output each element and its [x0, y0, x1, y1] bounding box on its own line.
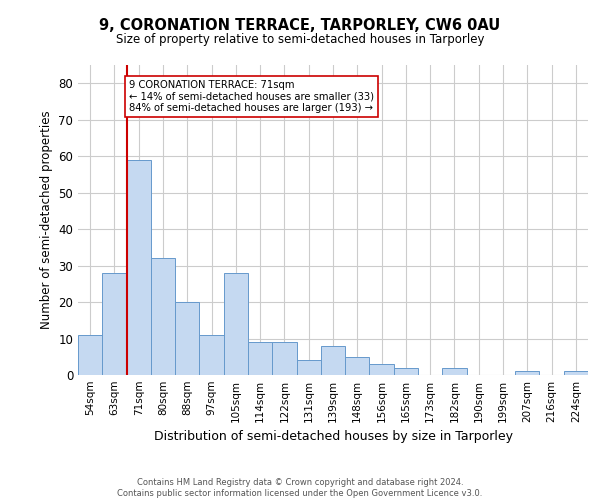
- Bar: [224, 273, 248, 375]
- Text: 9 CORONATION TERRACE: 71sqm
← 14% of semi-detached houses are smaller (33)
84% o: 9 CORONATION TERRACE: 71sqm ← 14% of sem…: [129, 80, 374, 113]
- Bar: [394, 368, 418, 375]
- Bar: [102, 273, 127, 375]
- Text: Contains HM Land Registry data © Crown copyright and database right 2024.
Contai: Contains HM Land Registry data © Crown c…: [118, 478, 482, 498]
- Bar: [564, 372, 588, 375]
- Bar: [175, 302, 199, 375]
- Bar: [272, 342, 296, 375]
- Y-axis label: Number of semi-detached properties: Number of semi-detached properties: [40, 110, 53, 330]
- Bar: [345, 357, 370, 375]
- Text: 9, CORONATION TERRACE, TARPORLEY, CW6 0AU: 9, CORONATION TERRACE, TARPORLEY, CW6 0A…: [100, 18, 500, 32]
- Bar: [296, 360, 321, 375]
- X-axis label: Distribution of semi-detached houses by size in Tarporley: Distribution of semi-detached houses by …: [154, 430, 512, 444]
- Bar: [199, 335, 224, 375]
- Bar: [321, 346, 345, 375]
- Bar: [370, 364, 394, 375]
- Bar: [515, 372, 539, 375]
- Text: Size of property relative to semi-detached houses in Tarporley: Size of property relative to semi-detach…: [116, 32, 484, 46]
- Bar: [78, 335, 102, 375]
- Bar: [442, 368, 467, 375]
- Bar: [151, 258, 175, 375]
- Bar: [248, 342, 272, 375]
- Bar: [127, 160, 151, 375]
